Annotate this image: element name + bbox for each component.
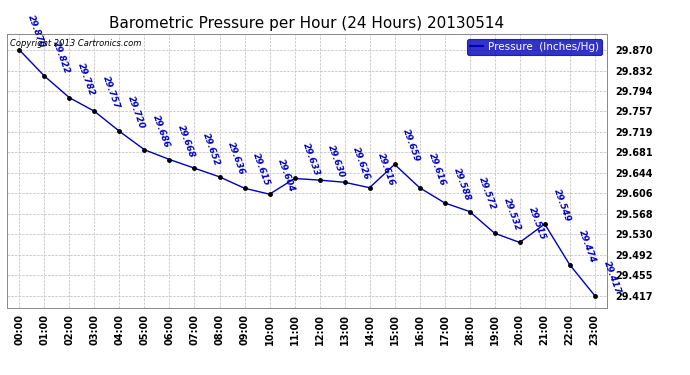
Text: 29.870: 29.870 <box>26 13 47 49</box>
Text: 29.615: 29.615 <box>251 152 272 188</box>
Text: 29.626: 29.626 <box>351 146 372 182</box>
Text: 29.782: 29.782 <box>77 62 97 97</box>
Text: 29.572: 29.572 <box>477 175 497 211</box>
Text: 29.757: 29.757 <box>101 75 121 111</box>
Text: 29.668: 29.668 <box>177 123 197 159</box>
Title: Barometric Pressure per Hour (24 Hours) 20130514: Barometric Pressure per Hour (24 Hours) … <box>110 16 504 31</box>
Text: 29.515: 29.515 <box>526 206 547 242</box>
Text: 29.822: 29.822 <box>51 40 72 75</box>
Text: 29.616: 29.616 <box>426 151 447 187</box>
Text: 29.652: 29.652 <box>201 132 221 167</box>
Text: Copyright 2013 Cartronics.com: Copyright 2013 Cartronics.com <box>10 39 141 48</box>
Text: 29.686: 29.686 <box>151 113 172 149</box>
Text: 29.616: 29.616 <box>377 151 397 187</box>
Text: 29.636: 29.636 <box>226 141 247 176</box>
Text: 29.417: 29.417 <box>602 259 622 295</box>
Text: 29.474: 29.474 <box>577 228 597 264</box>
Text: 29.633: 29.633 <box>302 142 322 178</box>
Text: 29.549: 29.549 <box>551 188 572 223</box>
Text: 29.532: 29.532 <box>502 197 522 232</box>
Text: 29.630: 29.630 <box>326 144 347 179</box>
Text: 29.588: 29.588 <box>451 166 472 202</box>
Text: 29.604: 29.604 <box>277 158 297 194</box>
Text: 29.720: 29.720 <box>126 95 147 130</box>
Legend: Pressure  (Inches/Hg): Pressure (Inches/Hg) <box>467 39 602 55</box>
Text: 29.659: 29.659 <box>402 128 422 164</box>
